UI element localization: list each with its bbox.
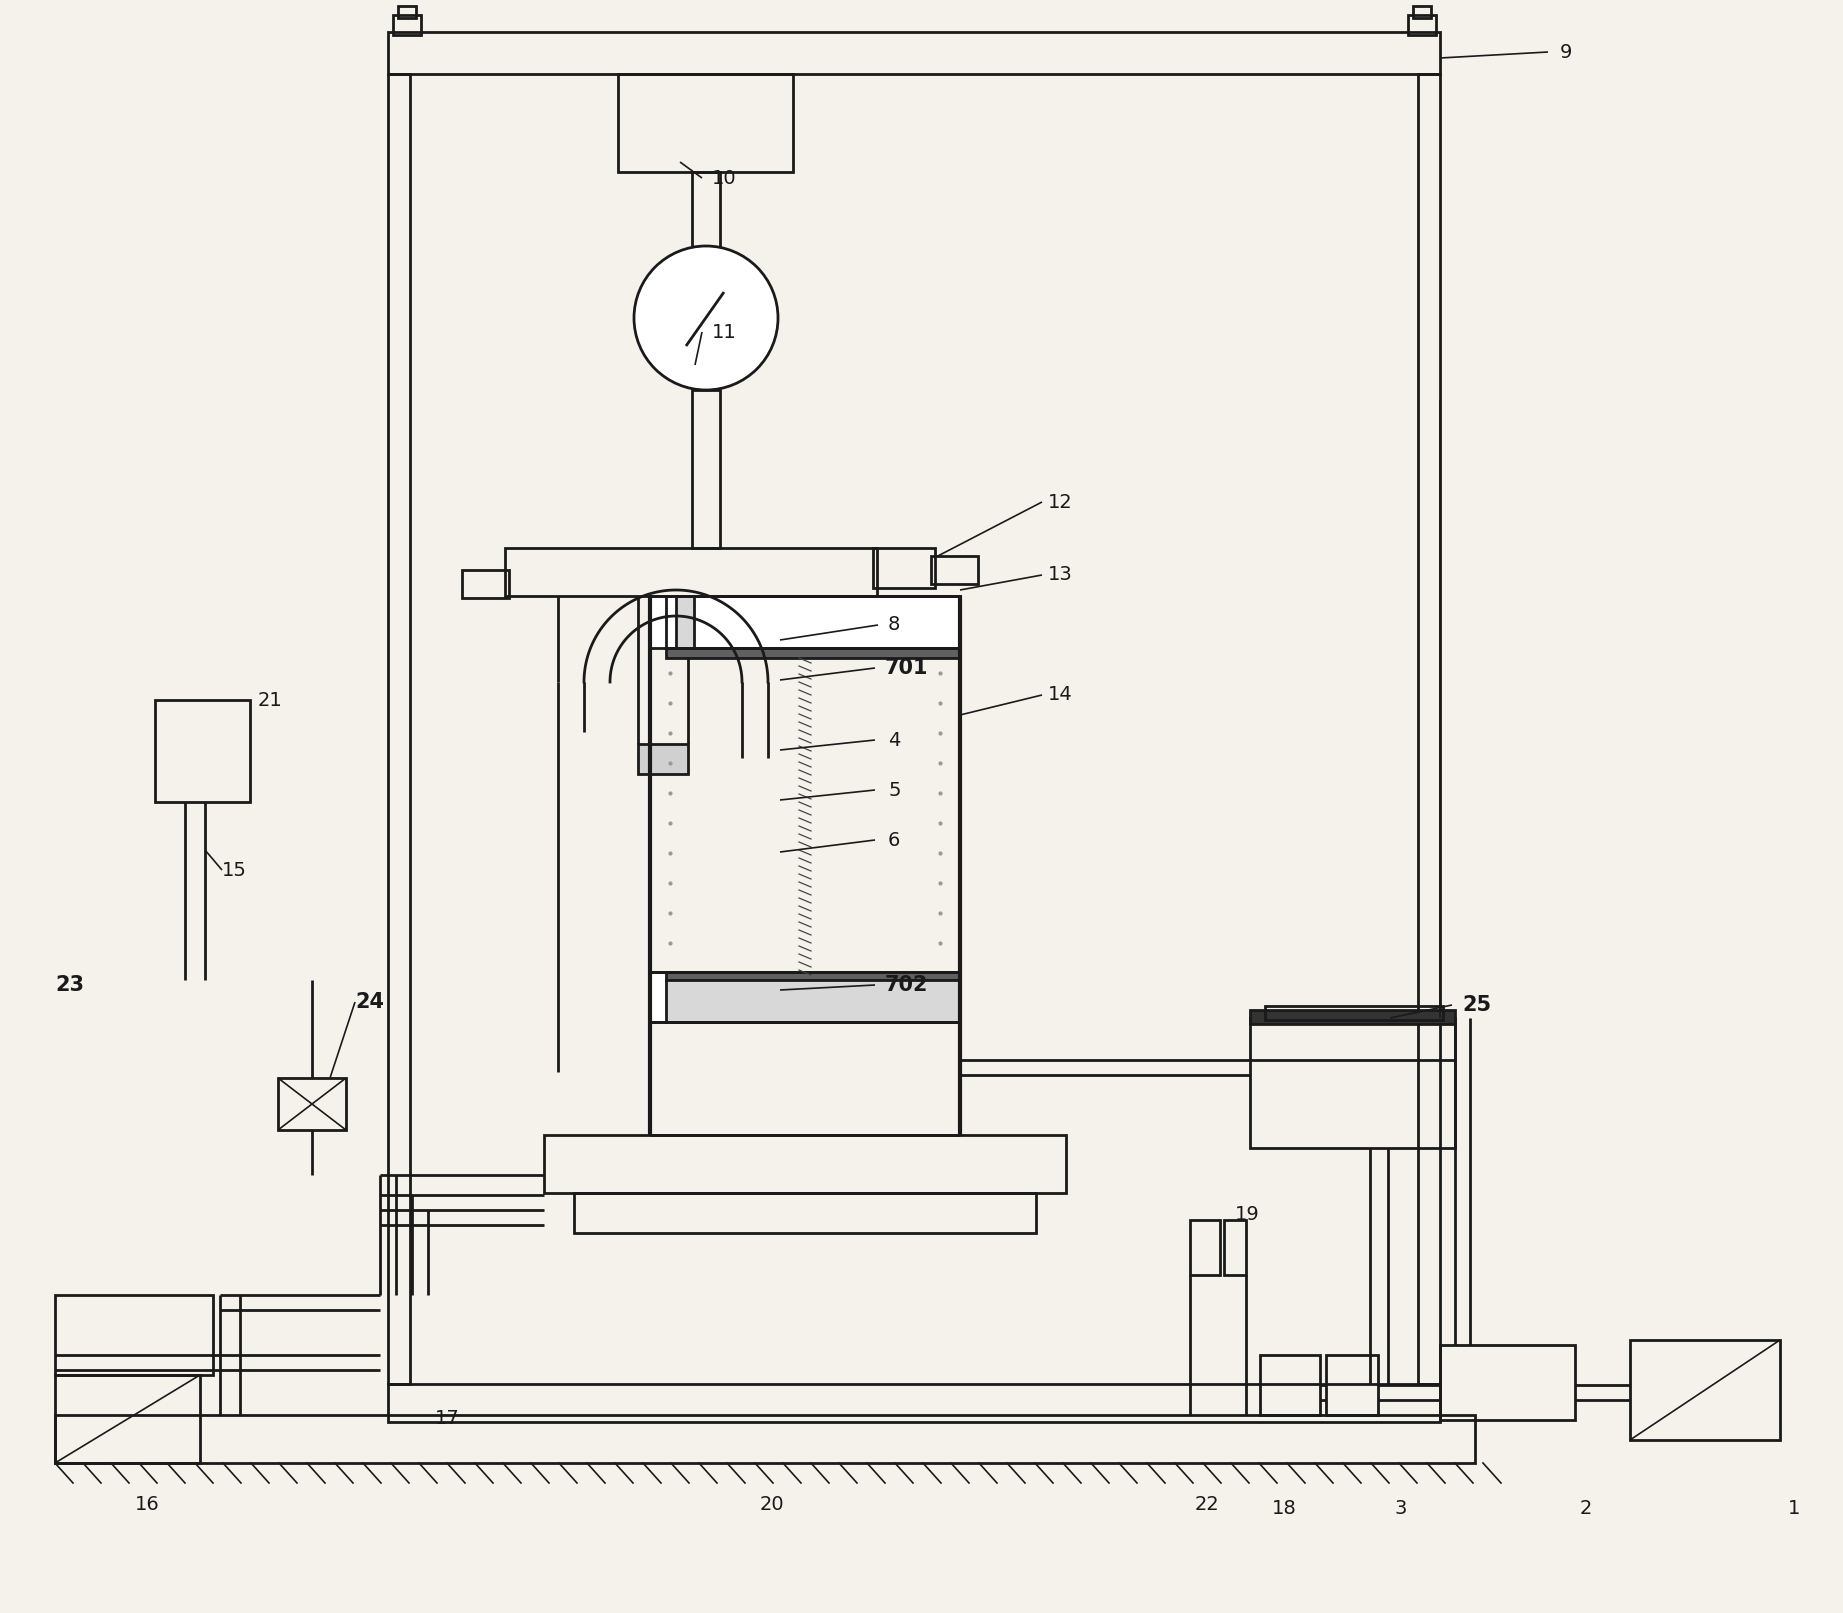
- Bar: [389, 74, 409, 1384]
- Text: 5: 5: [888, 781, 901, 800]
- Text: 15: 15: [221, 860, 247, 879]
- Bar: [665, 595, 960, 648]
- Bar: [544, 1136, 1065, 1194]
- Text: 9: 9: [1559, 42, 1572, 61]
- Text: 20: 20: [759, 1495, 785, 1515]
- Text: 17: 17: [435, 1408, 459, 1428]
- Text: 25: 25: [1461, 995, 1491, 1015]
- Bar: [398, 6, 417, 18]
- Bar: [617, 74, 792, 173]
- Bar: [1325, 1355, 1379, 1415]
- Text: 3: 3: [1393, 1498, 1406, 1518]
- Bar: [278, 1077, 346, 1131]
- Text: 12: 12: [1049, 492, 1073, 511]
- Text: 18: 18: [1272, 1498, 1297, 1518]
- Bar: [389, 32, 1439, 74]
- Text: 14: 14: [1049, 686, 1073, 705]
- Text: 701: 701: [885, 658, 929, 677]
- Text: 19: 19: [1235, 1205, 1261, 1224]
- Bar: [691, 390, 721, 548]
- Bar: [1264, 1007, 1443, 1019]
- Bar: [1250, 1010, 1454, 1024]
- Bar: [651, 973, 960, 1023]
- Bar: [651, 595, 960, 648]
- Bar: [393, 15, 420, 35]
- Bar: [55, 1295, 214, 1374]
- Bar: [1414, 6, 1430, 18]
- Bar: [505, 548, 877, 595]
- Text: 16: 16: [135, 1495, 160, 1515]
- Bar: [463, 569, 509, 598]
- Bar: [1191, 1219, 1220, 1274]
- Bar: [665, 981, 960, 1023]
- Bar: [155, 700, 251, 802]
- Text: 6: 6: [888, 831, 901, 850]
- Bar: [1250, 1018, 1454, 1148]
- Text: 23: 23: [55, 974, 85, 995]
- Bar: [665, 648, 960, 658]
- Text: 22: 22: [1194, 1495, 1220, 1515]
- Bar: [676, 595, 695, 648]
- Bar: [1224, 1219, 1246, 1274]
- Text: 2: 2: [1579, 1498, 1592, 1518]
- Text: 11: 11: [711, 323, 737, 342]
- Bar: [874, 548, 934, 589]
- Bar: [55, 1374, 201, 1463]
- Bar: [1439, 1345, 1576, 1419]
- Text: 24: 24: [356, 992, 383, 1011]
- Bar: [931, 556, 979, 584]
- Bar: [1261, 1355, 1320, 1415]
- Text: 4: 4: [888, 731, 901, 750]
- Text: 702: 702: [885, 974, 929, 995]
- Text: 10: 10: [711, 168, 737, 187]
- Text: 8: 8: [888, 616, 901, 634]
- Bar: [389, 1384, 1439, 1423]
- Bar: [1408, 15, 1436, 35]
- Text: 1: 1: [1788, 1498, 1801, 1518]
- Bar: [1629, 1340, 1780, 1440]
- Text: 13: 13: [1049, 566, 1073, 584]
- Bar: [573, 1194, 1036, 1232]
- Bar: [691, 173, 721, 273]
- Bar: [638, 744, 687, 774]
- Bar: [651, 973, 960, 1023]
- Text: 21: 21: [258, 690, 282, 710]
- Bar: [665, 973, 960, 981]
- Bar: [1417, 74, 1439, 1384]
- Bar: [55, 1415, 1474, 1463]
- Ellipse shape: [634, 247, 778, 390]
